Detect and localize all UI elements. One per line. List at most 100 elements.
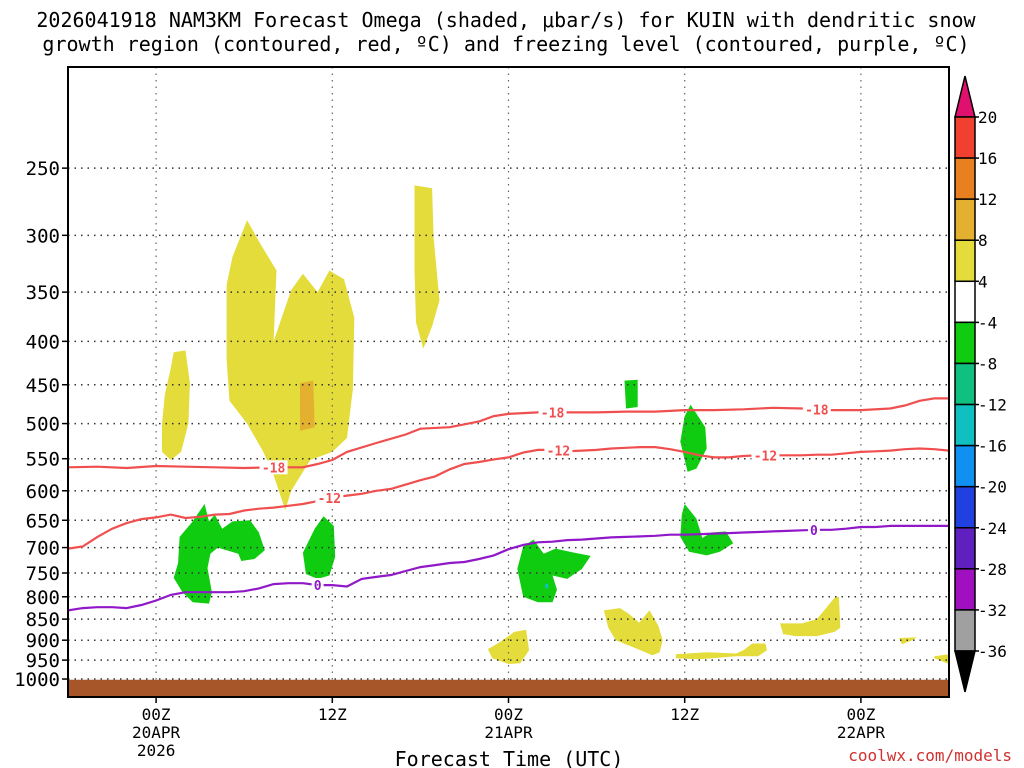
contour-label-bg: [538, 405, 567, 420]
grid-lines: [68, 67, 949, 680]
y-tick-label: 400: [26, 331, 60, 353]
colorbar-label: -32: [978, 601, 1007, 620]
colorbar-label: -8: [978, 354, 997, 373]
y-tick-label: 250: [26, 158, 60, 180]
x-axis-label: Forecast Time (UTC): [395, 747, 624, 768]
omega-region: [603, 608, 663, 656]
x-tick-label: 00Z: [142, 705, 171, 724]
omega-region: [680, 504, 734, 556]
contour-label-bg: [802, 402, 831, 417]
contour-line--18: [68, 397, 949, 470]
contour-label: -12: [754, 449, 777, 464]
contour-label: 0: [314, 579, 322, 594]
colorbar-label: -24: [978, 519, 1007, 538]
contour-label-bg: [311, 578, 324, 593]
y-tick-label: 800: [26, 587, 60, 609]
y-tick-label: 350: [26, 282, 60, 304]
colorbar-bin: [954, 157, 976, 200]
colorbar-label: 12: [978, 190, 997, 209]
contour-label: -18: [805, 403, 829, 418]
omega-region: [414, 185, 440, 349]
colorbar-label: -12: [978, 396, 1007, 415]
y-tick-label: 600: [26, 481, 60, 503]
contour-layer: -18 -18 -18 -12 -12 -12 0 0: [68, 397, 949, 612]
colorbar-label: -28: [978, 560, 1007, 579]
omega-colorbar: 20 16 12 8 4 -4 -8 -12 -16 -20 -24 -28 -32 -36: [954, 75, 1007, 693]
y-tick-label: 500: [26, 414, 60, 436]
contour-label-bg: [259, 460, 288, 475]
contour-label-bg: [807, 522, 820, 537]
colorbar-bin: [954, 403, 976, 447]
colorbar-label: -16: [978, 437, 1007, 456]
omega-region: [675, 643, 767, 660]
y-tick-label: 550: [26, 449, 60, 471]
contour-line-0: [68, 524, 949, 612]
colorbar-label: 8: [978, 231, 988, 250]
colorbar-label: -20: [978, 478, 1007, 497]
y-tick-label: 850: [26, 609, 60, 631]
omega-shading-layer: [162, 185, 949, 664]
contour-label: -12: [547, 444, 570, 459]
x-tick-label: 00Z: [846, 705, 875, 724]
x-tick-label: 21APR: [484, 723, 533, 742]
contour-label: -18: [262, 461, 286, 476]
omega-region: [934, 654, 949, 664]
omega-region: [624, 379, 638, 409]
colorbar-bin: [954, 444, 976, 488]
y-tick-label: 450: [26, 375, 60, 397]
colorbar-bin: [954, 609, 976, 652]
y-tick-label: 1000: [14, 669, 60, 691]
chart-title-line-1: 2026041918 NAM3KM Forecast Omega (shaded…: [36, 8, 976, 32]
x-tick-label: 20APR: [132, 723, 181, 742]
contour-label-bg: [544, 443, 573, 458]
y-tick-label: 650: [26, 510, 60, 532]
colorbar-bin: [954, 362, 976, 406]
colorbar-label: 20: [978, 108, 997, 127]
colorbar-bin: [954, 321, 976, 365]
y-tick-label: 900: [26, 630, 60, 652]
omega-region: [517, 539, 591, 603]
x-tick-label: 00Z: [494, 705, 523, 724]
colorbar-label: 4: [978, 272, 988, 291]
y-tick-label: 750: [26, 563, 60, 585]
ground-fill: [68, 679, 949, 697]
contour-label: -12: [318, 492, 341, 507]
colorbar-label: 16: [978, 149, 997, 168]
chart-title-line-2: growth region (contoured, red, ºC) and f…: [42, 32, 969, 56]
omega-region: [302, 516, 336, 579]
colorbar-bin: [954, 527, 976, 570]
contour-line--12: [68, 446, 949, 550]
colorbar-bin: [954, 239, 976, 283]
contour-label: -18: [541, 406, 565, 421]
colorbar-bin: [954, 568, 976, 611]
contour-label: 0: [810, 524, 818, 539]
x-tick-label: 22APR: [837, 723, 886, 742]
colorbar-bin: [954, 116, 976, 159]
colorbar-bin: [954, 280, 976, 324]
colorbar-label: -36: [978, 642, 1007, 661]
x-tick-label: 12Z: [670, 705, 699, 724]
x-tick-label: 2026: [137, 741, 176, 760]
omega-region: [545, 583, 549, 589]
contour-label-bg: [315, 491, 344, 506]
y-tick-label: 300: [26, 225, 60, 247]
colorbar-bin: [954, 485, 976, 529]
credit-text: coolwx.com/models: [848, 746, 1012, 765]
y-tick-label: 950: [26, 650, 60, 672]
colorbar-bin: [954, 650, 976, 693]
omega-region: [780, 596, 841, 637]
omega-region: [173, 504, 265, 604]
colorbar-bin: [954, 198, 976, 241]
ground-below-surface: [68, 679, 949, 697]
x-tick-label: 12Z: [318, 705, 347, 724]
colorbar-label: -4: [978, 313, 997, 332]
pressure-axis: 2503003504004505005506006507007508008509…: [14, 158, 68, 691]
omega-region: [300, 380, 315, 431]
y-tick-label: 700: [26, 538, 60, 560]
colorbar-bin: [954, 75, 976, 118]
chart-title: 2026041918 NAM3KM Forecast Omega (shaded…: [36, 8, 976, 56]
contour-label-bg: [751, 448, 780, 463]
omega-region: [162, 350, 190, 460]
